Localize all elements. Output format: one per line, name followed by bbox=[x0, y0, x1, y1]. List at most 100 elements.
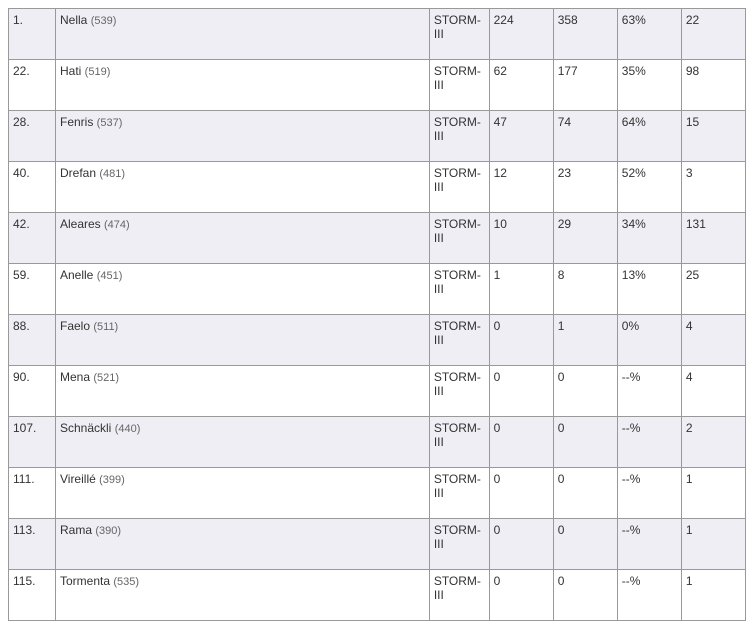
name-cell: Mena (521) bbox=[55, 366, 429, 417]
value1-cell: 0 bbox=[489, 315, 553, 366]
storm-cell: STORM-III bbox=[429, 570, 489, 621]
player-rating: (537) bbox=[97, 117, 123, 129]
player-name: Anelle bbox=[60, 268, 93, 282]
table-row: 22.Hati (519)STORM-III6217735%98 bbox=[9, 60, 746, 111]
table-row: 115.Tormenta (535)STORM-III00--%1 bbox=[9, 570, 746, 621]
storm-cell: STORM-III bbox=[429, 213, 489, 264]
player-name: Hati bbox=[60, 64, 81, 78]
player-name: Mena bbox=[60, 370, 90, 384]
percent-cell: --% bbox=[617, 570, 681, 621]
value1-cell: 47 bbox=[489, 111, 553, 162]
rank-cell: 111. bbox=[9, 468, 56, 519]
value1-cell: 1 bbox=[489, 264, 553, 315]
player-name: Vireillé bbox=[60, 472, 96, 486]
value2-cell: 0 bbox=[553, 417, 617, 468]
value1-cell: 10 bbox=[489, 213, 553, 264]
percent-cell: 35% bbox=[617, 60, 681, 111]
value1-cell: 0 bbox=[489, 468, 553, 519]
player-rating: (521) bbox=[93, 372, 119, 384]
storm-cell: STORM-III bbox=[429, 111, 489, 162]
value2-cell: 177 bbox=[553, 60, 617, 111]
table-row: 40.Drefan (481)STORM-III122352%3 bbox=[9, 162, 746, 213]
player-name: Drefan bbox=[60, 166, 96, 180]
percent-cell: 64% bbox=[617, 111, 681, 162]
storm-cell: STORM-III bbox=[429, 417, 489, 468]
percent-cell: --% bbox=[617, 468, 681, 519]
value4-cell: 3 bbox=[681, 162, 745, 213]
name-cell: Hati (519) bbox=[55, 60, 429, 111]
value1-cell: 0 bbox=[489, 519, 553, 570]
table-row: 111.Vireillé (399)STORM-III00--%1 bbox=[9, 468, 746, 519]
value4-cell: 22 bbox=[681, 9, 745, 60]
value2-cell: 29 bbox=[553, 213, 617, 264]
value1-cell: 0 bbox=[489, 366, 553, 417]
player-name: Schnäckli bbox=[60, 421, 111, 435]
rank-cell: 42. bbox=[9, 213, 56, 264]
rank-cell: 115. bbox=[9, 570, 56, 621]
player-name: Faelo bbox=[60, 319, 90, 333]
storm-cell: STORM-III bbox=[429, 162, 489, 213]
rank-cell: 107. bbox=[9, 417, 56, 468]
name-cell: Tormenta (535) bbox=[55, 570, 429, 621]
value4-cell: 4 bbox=[681, 315, 745, 366]
value4-cell: 15 bbox=[681, 111, 745, 162]
player-rating: (474) bbox=[104, 219, 130, 231]
percent-cell: 52% bbox=[617, 162, 681, 213]
value4-cell: 4 bbox=[681, 366, 745, 417]
name-cell: Drefan (481) bbox=[55, 162, 429, 213]
table-row: 90.Mena (521)STORM-III00--%4 bbox=[9, 366, 746, 417]
name-cell: Rama (390) bbox=[55, 519, 429, 570]
player-name: Fenris bbox=[60, 115, 93, 129]
table-row: 59.Anelle (451)STORM-III1813%25 bbox=[9, 264, 746, 315]
value2-cell: 1 bbox=[553, 315, 617, 366]
name-cell: Fenris (537) bbox=[55, 111, 429, 162]
value2-cell: 8 bbox=[553, 264, 617, 315]
value2-cell: 358 bbox=[553, 9, 617, 60]
table-row: 107.Schnäckli (440)STORM-III00--%2 bbox=[9, 417, 746, 468]
player-rating: (451) bbox=[97, 270, 123, 282]
value2-cell: 74 bbox=[553, 111, 617, 162]
storm-cell: STORM-III bbox=[429, 366, 489, 417]
value1-cell: 0 bbox=[489, 417, 553, 468]
storm-cell: STORM-III bbox=[429, 519, 489, 570]
table-row: 88.Faelo (511)STORM-III010%4 bbox=[9, 315, 746, 366]
player-rating: (511) bbox=[93, 321, 118, 333]
percent-cell: --% bbox=[617, 519, 681, 570]
player-rating: (535) bbox=[113, 576, 139, 588]
percent-cell: --% bbox=[617, 366, 681, 417]
name-cell: Schnäckli (440) bbox=[55, 417, 429, 468]
player-rating: (399) bbox=[99, 474, 125, 486]
percent-cell: 13% bbox=[617, 264, 681, 315]
value1-cell: 12 bbox=[489, 162, 553, 213]
table-row: 42.Aleares (474)STORM-III102934%131 bbox=[9, 213, 746, 264]
name-cell: Anelle (451) bbox=[55, 264, 429, 315]
storm-cell: STORM-III bbox=[429, 60, 489, 111]
player-rating: (440) bbox=[115, 423, 141, 435]
table-row: 28.Fenris (537)STORM-III477464%15 bbox=[9, 111, 746, 162]
value2-cell: 0 bbox=[553, 519, 617, 570]
rank-cell: 22. bbox=[9, 60, 56, 111]
value4-cell: 25 bbox=[681, 264, 745, 315]
player-rating: (539) bbox=[91, 15, 117, 27]
value2-cell: 0 bbox=[553, 366, 617, 417]
player-rating: (481) bbox=[99, 168, 125, 180]
player-name: Nella bbox=[60, 13, 87, 27]
name-cell: Vireillé (399) bbox=[55, 468, 429, 519]
value2-cell: 0 bbox=[553, 468, 617, 519]
ranking-table: 1.Nella (539)STORM-III22435863%2222.Hati… bbox=[8, 8, 746, 621]
rank-cell: 90. bbox=[9, 366, 56, 417]
value1-cell: 224 bbox=[489, 9, 553, 60]
value4-cell: 2 bbox=[681, 417, 745, 468]
table-row: 1.Nella (539)STORM-III22435863%22 bbox=[9, 9, 746, 60]
storm-cell: STORM-III bbox=[429, 9, 489, 60]
value2-cell: 23 bbox=[553, 162, 617, 213]
percent-cell: 34% bbox=[617, 213, 681, 264]
rank-cell: 1. bbox=[9, 9, 56, 60]
rank-cell: 28. bbox=[9, 111, 56, 162]
name-cell: Faelo (511) bbox=[55, 315, 429, 366]
storm-cell: STORM-III bbox=[429, 315, 489, 366]
percent-cell: --% bbox=[617, 417, 681, 468]
player-name: Aleares bbox=[60, 217, 101, 231]
rank-cell: 113. bbox=[9, 519, 56, 570]
value1-cell: 62 bbox=[489, 60, 553, 111]
